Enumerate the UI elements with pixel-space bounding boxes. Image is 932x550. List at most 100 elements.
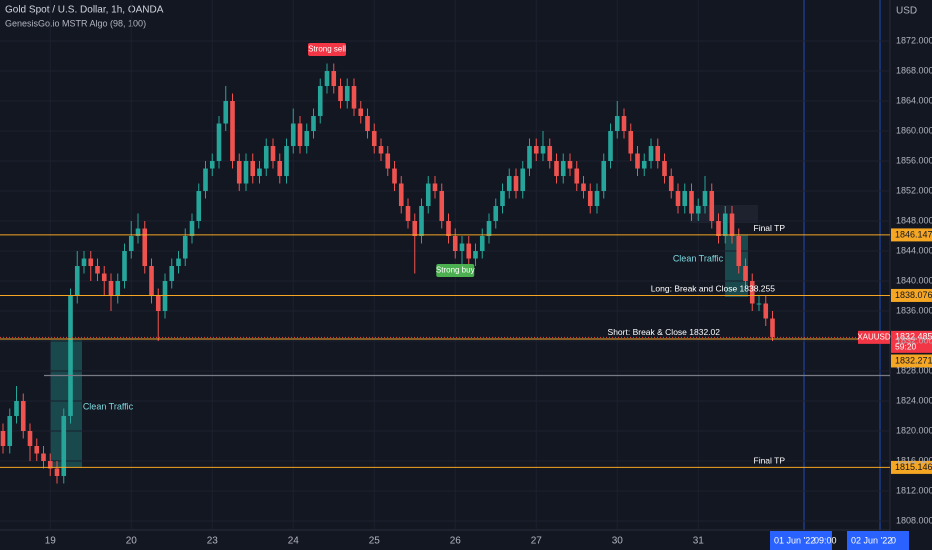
candle-body [47, 461, 53, 469]
y-tick-label: 1864.000 [896, 95, 932, 105]
y-tick-label: 1828.000 [896, 365, 932, 375]
signal-text: Strong buy [436, 266, 475, 275]
candle-body [196, 191, 202, 222]
level-badge-text: 1832.271 [895, 355, 932, 365]
symbol-badge [858, 330, 890, 344]
y-tick-label: 1852.000 [896, 185, 932, 195]
x-tick-label: 25 [369, 536, 381, 547]
candle-body [243, 161, 249, 184]
candle-body [216, 123, 222, 162]
candle-body [479, 236, 485, 252]
candle-body [533, 146, 539, 154]
candle-body [169, 266, 175, 282]
annotation-text: Clean Traffic [83, 401, 134, 411]
candle-body [128, 236, 134, 252]
level-badge-text: 1838.076 [895, 290, 932, 300]
candle-body [61, 416, 67, 477]
candle-body [743, 266, 748, 282]
candle-body [182, 236, 188, 259]
level-text: Final TP [754, 456, 786, 466]
candle-body [385, 153, 391, 169]
candle-body [142, 228, 148, 267]
candle-body [722, 213, 728, 237]
candle-body [648, 146, 654, 162]
x-tick-label: 19 [45, 536, 57, 547]
candle-body [419, 206, 424, 237]
candle-body [405, 206, 411, 222]
y-tick-label: 1868.000 [896, 65, 932, 75]
signal-badge [308, 43, 346, 57]
candle-body [34, 446, 40, 454]
candle-body [95, 266, 100, 274]
candle-body [338, 86, 343, 102]
y-tick-label: 1860.000 [896, 125, 932, 135]
x-tick-label: 23 [207, 536, 219, 547]
signal-text: Strong sell [308, 45, 346, 54]
candle-body [500, 191, 505, 207]
candle-body [628, 131, 634, 154]
candle-body [635, 153, 640, 169]
candle-body [236, 161, 242, 184]
indicator-name: GenesisGo.io MSTR Algo (98, 100) [5, 18, 146, 28]
date-text: 01 Jun '22 [774, 535, 815, 545]
y-tick-label: 1840.000 [896, 275, 932, 285]
candle-body [41, 453, 46, 462]
candle-body [358, 108, 364, 117]
candle-body [223, 101, 229, 124]
y-tick-label: 1832.000 [896, 335, 932, 345]
candle-body [378, 146, 384, 154]
level-text: Short: Break & Close 1832.02 [608, 327, 721, 337]
y-tick-label: 1816.000 [896, 455, 932, 465]
candle-body [554, 161, 559, 177]
candle-body [567, 161, 573, 169]
candle-body [655, 146, 661, 162]
candle-body [54, 468, 60, 477]
candle-body [412, 221, 418, 237]
date-text: 02 Jun '22 [851, 535, 892, 545]
candle-body [425, 183, 431, 207]
y-tick-label: 1812.000 [896, 485, 932, 495]
annotation-text: Clean Traffic [673, 253, 724, 263]
candle-body [324, 71, 330, 87]
price-badge [891, 330, 932, 353]
x-tick-label: 26 [450, 536, 462, 547]
y-tick-label: 1844.000 [896, 245, 932, 255]
candle-body [7, 416, 13, 447]
candle-body [770, 318, 775, 338]
level-badge [891, 228, 932, 242]
candle-body [587, 191, 593, 207]
candle-body [682, 191, 688, 207]
candle-body [493, 206, 499, 222]
candle-body [527, 146, 532, 169]
y-tick-label: 1848.000 [896, 215, 932, 225]
candle-body [263, 146, 269, 169]
x-tick-label: 27 [531, 536, 543, 547]
candle-body [203, 168, 208, 192]
time-text: 0 [891, 535, 896, 545]
candle-body [466, 243, 472, 259]
candle-body [459, 243, 465, 252]
candle-body [452, 236, 458, 252]
candle-body [101, 273, 107, 282]
candle-body [257, 168, 262, 177]
candle-body [749, 281, 755, 304]
date-badge [847, 531, 909, 550]
level-badge-text: 1815.146 [895, 462, 932, 472]
candle-body [371, 131, 377, 147]
x-tick-label: 31 [693, 536, 705, 547]
candle-body [540, 146, 546, 154]
candle-body [695, 206, 701, 214]
level-badge [891, 460, 932, 474]
level-text: Final TP [754, 223, 786, 233]
x-tick-label: 30 [612, 536, 624, 547]
candle-body [675, 191, 681, 207]
candle-body [689, 191, 694, 214]
y-tick-label: 1836.000 [896, 305, 932, 315]
candle-body [108, 281, 114, 297]
candle-body [392, 168, 397, 184]
candle-body [513, 176, 519, 192]
candle-body [115, 281, 121, 297]
candle-body [122, 251, 127, 282]
candle-body [614, 116, 620, 132]
time-text: 09:00 [814, 535, 837, 545]
